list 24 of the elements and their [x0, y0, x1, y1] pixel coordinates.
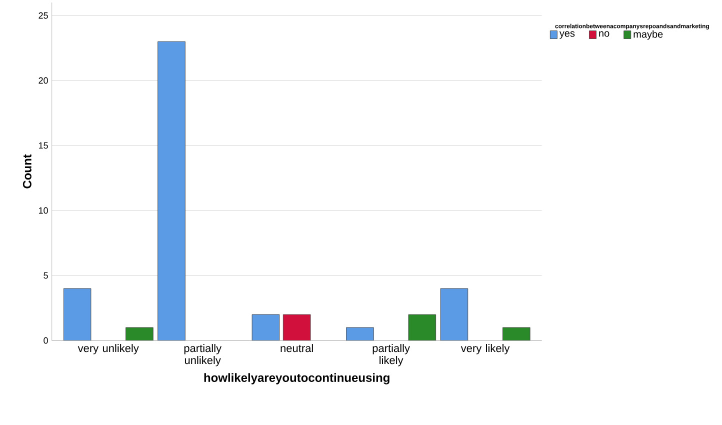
y-tick-label: 5 — [44, 272, 48, 279]
bar — [126, 327, 154, 340]
x-tick-label: very unlikely — [78, 344, 139, 354]
legend-label: yes — [559, 31, 575, 39]
bar — [502, 327, 530, 340]
y-tick-label: 20 — [38, 77, 48, 84]
y-tick-label: 15 — [38, 142, 48, 149]
bar — [252, 314, 280, 340]
y-tick-label: 25 — [38, 12, 48, 19]
bar — [63, 288, 92, 340]
y-axis-title: Count — [22, 154, 32, 188]
bar — [408, 314, 436, 340]
x-tick-label: partially likely — [372, 344, 410, 366]
y-tick-label: 10 — [38, 207, 48, 214]
bar — [346, 327, 374, 340]
x-tick-label: partially unlikely — [184, 344, 222, 366]
bar — [440, 288, 468, 340]
y-tick-label: 0 — [44, 337, 48, 344]
legend-label: no — [599, 31, 610, 37]
bar — [158, 41, 186, 340]
x-axis-title: howlikelyareyoutocontinueusing — [204, 373, 390, 384]
legend-label: maybe — [634, 30, 663, 40]
x-tick-label: neutral — [280, 344, 313, 352]
x-tick-label: very likely — [460, 344, 510, 354]
